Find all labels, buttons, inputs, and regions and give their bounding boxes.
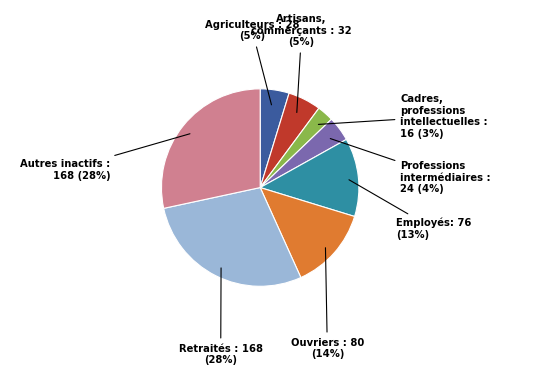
Wedge shape <box>260 119 346 187</box>
Wedge shape <box>260 93 319 187</box>
Wedge shape <box>260 108 332 187</box>
Wedge shape <box>260 187 355 278</box>
Text: Artisans,
commerçants : 32
(5%): Artisans, commerçants : 32 (5%) <box>251 14 352 112</box>
Wedge shape <box>164 187 301 286</box>
Text: Professions
intermédiaires :
24 (4%): Professions intermédiaires : 24 (4%) <box>331 139 491 194</box>
Text: Retraités : 168
(28%): Retraités : 168 (28%) <box>179 268 263 365</box>
Text: Agriculteurs : 28
(5%): Agriculteurs : 28 (5%) <box>205 20 300 105</box>
Wedge shape <box>260 89 289 187</box>
Text: Cadres,
professions
intellectuelles :
16 (3%): Cadres, professions intellectuelles : 16… <box>318 94 488 139</box>
Wedge shape <box>260 139 359 216</box>
Text: Ouvriers : 80
(14%): Ouvriers : 80 (14%) <box>291 248 364 359</box>
Text: Employés: 76
(13%): Employés: 76 (13%) <box>349 180 472 240</box>
Wedge shape <box>162 89 260 208</box>
Text: Autres inactifs :
168 (28%): Autres inactifs : 168 (28%) <box>20 134 190 181</box>
